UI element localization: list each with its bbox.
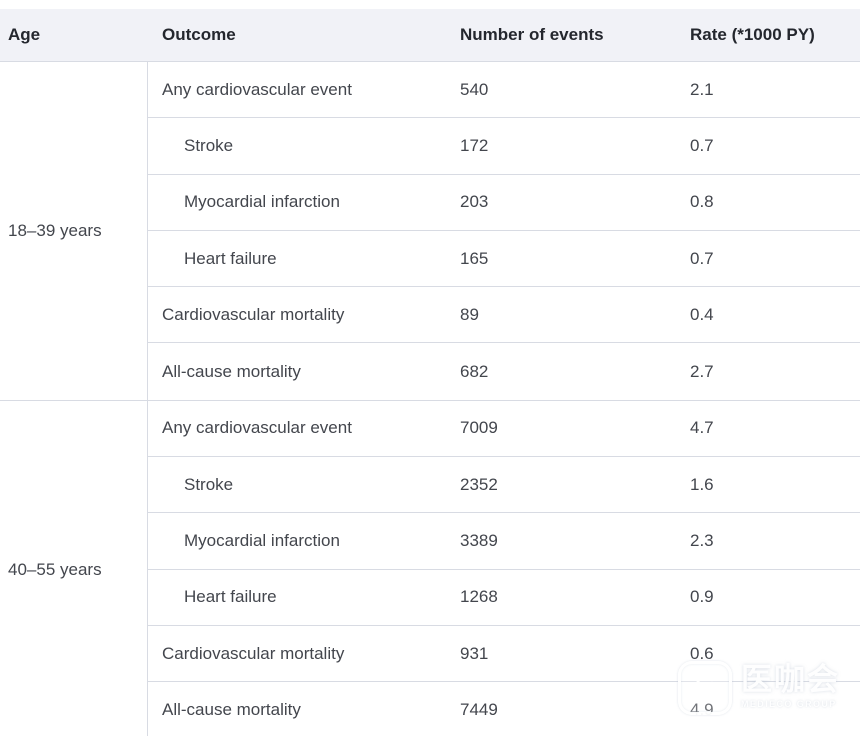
outcome-label: Stroke (184, 474, 234, 494)
events-cell: 89 (460, 287, 690, 344)
rate-cell: 0.8 (690, 175, 860, 231)
outcome-label: Any cardiovascular event (162, 79, 352, 99)
events-cell: 7009 (460, 401, 690, 458)
events-cell: 165 (460, 231, 690, 288)
events-value: 540 (460, 79, 489, 99)
outcome-label: All-cause mortality (162, 700, 301, 720)
events-value: 7449 (460, 700, 498, 720)
events-cell: 540 (460, 62, 690, 119)
outcome-cell: Cardiovascular mortality (148, 287, 460, 344)
outcome-cell: Heart failure (148, 570, 460, 626)
outcome-label: Myocardial infarction (184, 192, 340, 212)
rate-value: 2.7 (690, 361, 714, 381)
age-label: 40–55 years (8, 559, 102, 579)
table-header-row: Age Outcome Number of events Rate (*1000… (0, 9, 860, 62)
rate-cell: 0.6 (690, 626, 860, 683)
rate-value: 2.1 (690, 79, 714, 99)
events-value: 3389 (460, 531, 498, 551)
age-cell: 40–55 years (0, 400, 148, 736)
rate-value: 0.7 (690, 135, 714, 155)
rate-value: 0.4 (690, 304, 714, 324)
age-group: 40–55 years Any cardiovascular event 700… (0, 400, 860, 736)
column-header-age: Age (8, 25, 41, 44)
table-body: 18–39 years Any cardiovascular event 540… (0, 62, 860, 736)
events-value: 931 (460, 643, 489, 663)
outcome-cell: Myocardial infarction (148, 513, 460, 570)
events-cell: 2352 (460, 457, 690, 514)
rate-cell: 0.4 (690, 287, 860, 344)
column-header-outcome: Outcome (162, 25, 236, 44)
events-value: 7009 (460, 418, 498, 438)
events-value: 203 (460, 192, 489, 212)
events-cell: 203 (460, 175, 690, 231)
age-label: 18–39 years (8, 220, 102, 240)
outcome-cell: Stroke (148, 118, 460, 175)
column-header-rate: Rate (*1000 PY) (690, 25, 815, 44)
outcome-label: Heart failure (184, 248, 277, 268)
outcome-cell: All-cause mortality (148, 343, 460, 399)
outcome-label: Any cardiovascular event (162, 418, 352, 438)
rate-value: 0.6 (690, 643, 714, 663)
outcome-cell: All-cause mortality (148, 682, 460, 736)
outcome-label: All-cause mortality (162, 361, 301, 381)
rate-cell: 1.6 (690, 457, 860, 514)
events-value: 2352 (460, 474, 498, 494)
rate-value: 4.7 (690, 418, 714, 438)
events-cell: 1268 (460, 570, 690, 626)
outcome-cell: Stroke (148, 457, 460, 514)
rate-cell: 2.7 (690, 343, 860, 399)
events-cell: 3389 (460, 513, 690, 570)
age-cell: 18–39 years (0, 62, 148, 400)
events-value: 172 (460, 135, 489, 155)
events-value: 1268 (460, 587, 498, 607)
rate-value: 1.6 (690, 474, 714, 494)
events-value: 165 (460, 248, 489, 268)
outcome-cell: Any cardiovascular event (148, 62, 460, 119)
outcome-label: Cardiovascular mortality (162, 304, 345, 324)
age-group: 18–39 years Any cardiovascular event 540… (0, 62, 860, 401)
rate-cell: 2.3 (690, 513, 860, 570)
outcome-label: Cardiovascular mortality (162, 643, 345, 663)
events-value: 89 (460, 304, 479, 324)
outcome-cell: Cardiovascular mortality (148, 626, 460, 683)
rate-value: 0.9 (690, 587, 714, 607)
rate-cell: 0.7 (690, 118, 860, 175)
events-cell: 931 (460, 626, 690, 683)
events-rate-table: Age Outcome Number of events Rate (*1000… (0, 9, 860, 736)
rate-cell: 4.7 (690, 401, 860, 458)
rate-cell: 0.9 (690, 570, 860, 626)
outcome-cell: Any cardiovascular event (148, 401, 460, 458)
events-cell: 682 (460, 343, 690, 399)
rate-value: 0.8 (690, 192, 714, 212)
rate-value: 0.7 (690, 248, 714, 268)
outcome-cell: Myocardial infarction (148, 175, 460, 231)
outcome-cell: Heart failure (148, 231, 460, 288)
rate-cell: 4.9 (690, 682, 860, 736)
rate-value: 4.9 (690, 700, 714, 720)
outcome-label: Myocardial infarction (184, 531, 340, 551)
events-cell: 172 (460, 118, 690, 175)
rate-cell: 0.7 (690, 231, 860, 288)
events-cell: 7449 (460, 682, 690, 736)
events-value: 682 (460, 361, 489, 381)
outcome-label: Heart failure (184, 587, 277, 607)
outcome-label: Stroke (184, 135, 234, 155)
column-header-number-of-events: Number of events (460, 25, 604, 44)
rate-value: 2.3 (690, 531, 714, 551)
rate-cell: 2.1 (690, 62, 860, 119)
